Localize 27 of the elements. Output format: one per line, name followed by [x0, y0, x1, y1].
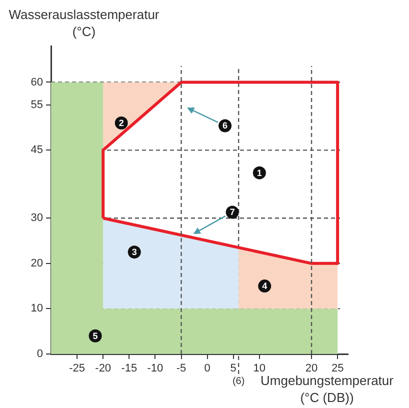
y-tick-label: 30: [30, 212, 43, 224]
x-tick-label: 10: [253, 362, 266, 375]
y-tick-label: 20: [30, 257, 43, 270]
x-tick-label: -25: [69, 362, 86, 375]
annotation: 7: [230, 207, 235, 218]
annotation: 2: [118, 118, 124, 128]
annotation: 5: [92, 330, 98, 341]
x-tick-label: -10: [147, 362, 164, 375]
x-tick-label: -20: [95, 362, 112, 375]
y-tick-label: 45: [30, 144, 43, 156]
x-tick-label: 0: [204, 362, 210, 375]
x-tick-label: -15: [121, 362, 138, 375]
annotation: 3: [132, 247, 137, 258]
annotation: 4: [262, 281, 268, 292]
ref-line-label: (6): [232, 376, 245, 387]
annotation: 1: [256, 168, 262, 178]
y-tick-label: 60: [30, 76, 43, 88]
x-axis-title: Umgebungstemperatur (°C (DB)): [260, 372, 394, 406]
annotation: 6: [222, 120, 228, 131]
y-tick-label: 0: [36, 348, 43, 360]
x-tick-label: 25: [331, 362, 344, 375]
x-tick-label: -5: [176, 362, 186, 375]
y-tick-label: 10: [30, 302, 43, 315]
x-tick-label: 20: [305, 362, 318, 375]
y-tick-label: 55: [30, 98, 43, 111]
x-tick-label: 5: [230, 362, 236, 375]
y-axis-title: Wasserauslasstemperatur (°C): [8, 6, 160, 40]
